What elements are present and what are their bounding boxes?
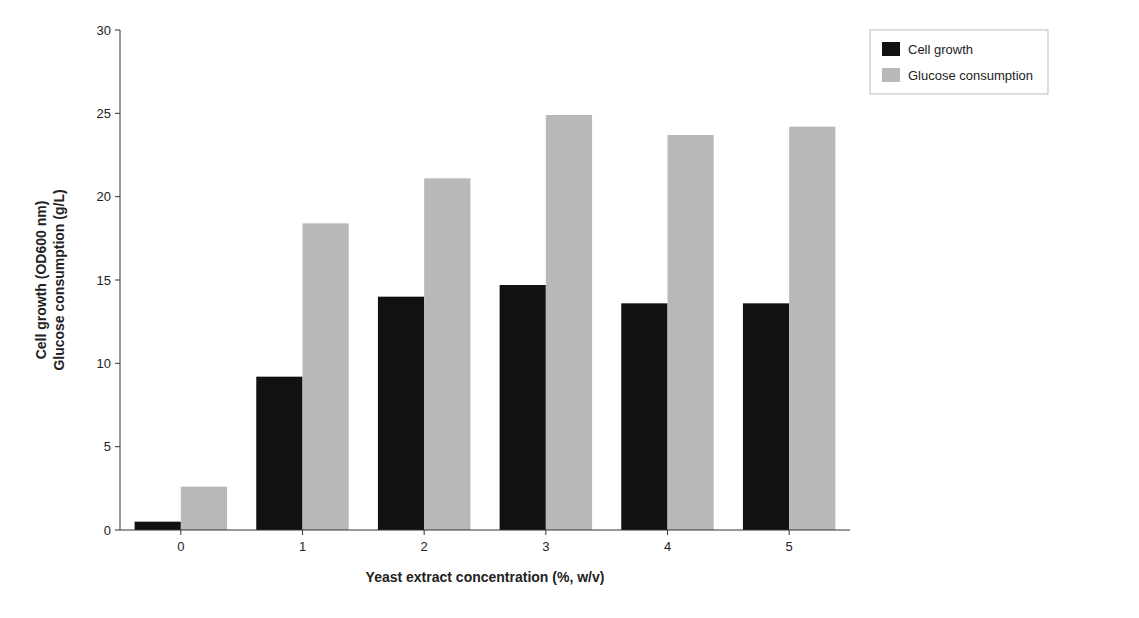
x-tick-label: 5 — [786, 539, 793, 554]
bar — [546, 115, 592, 530]
x-axis-label: Yeast extract concentration (%, w/v) — [366, 569, 605, 585]
y-tick-label: 20 — [97, 189, 111, 204]
x-tick-label: 1 — [299, 539, 306, 554]
legend: Cell growth Glucose consumption — [870, 30, 1048, 94]
bar — [424, 178, 470, 530]
y-axis-label-line: Glucose consumption (g/L) — [51, 189, 67, 370]
legend-label: Glucose consumption — [908, 68, 1033, 83]
bar — [668, 135, 714, 530]
x-axis-line — [120, 530, 850, 531]
y-tick — [115, 280, 120, 281]
y-tick — [115, 196, 120, 197]
bar — [743, 303, 789, 530]
bar — [621, 303, 667, 530]
y-tick — [115, 113, 120, 114]
x-tick-label: 4 — [664, 539, 671, 554]
x-tick — [424, 530, 425, 535]
axes: 0 5 10 15 20 25 30 0 1 2 3 4 5 — [97, 23, 850, 555]
y-axis-label: Cell growth (OD600 nm)Glucose consumptio… — [33, 189, 67, 370]
x-tick-label: 3 — [542, 539, 549, 554]
legend-swatch — [882, 42, 900, 56]
x-tick-label: 0 — [177, 539, 184, 554]
y-tick — [115, 30, 120, 31]
y-tick-label: 0 — [104, 523, 111, 538]
bar — [256, 377, 302, 530]
bars — [135, 115, 836, 530]
chart-container: 0 5 10 15 20 25 30 0 1 2 3 4 5 Yeast extract concentr… — [0, 0, 1139, 618]
y-tick-label: 5 — [104, 439, 111, 454]
legend-frame — [870, 30, 1048, 94]
y-tick — [115, 530, 120, 531]
x-tick — [180, 530, 181, 535]
y-tick-label: 30 — [97, 23, 111, 38]
y-tick-label: 10 — [97, 356, 111, 371]
bar — [181, 487, 227, 530]
y-tick — [115, 363, 120, 364]
legend-swatch — [882, 68, 900, 82]
x-tick — [545, 530, 546, 535]
y-tick — [115, 446, 120, 447]
chart-svg: 0 5 10 15 20 25 30 0 1 2 3 4 5 Yeast extract concentr… — [0, 0, 1139, 618]
y-tick-label: 15 — [97, 273, 111, 288]
bar — [135, 522, 181, 530]
x-tick — [667, 530, 668, 535]
bar — [303, 223, 349, 530]
legend-label: Cell growth — [908, 42, 973, 57]
bar — [500, 285, 546, 530]
bar — [378, 297, 424, 530]
y-tick-label: 25 — [97, 106, 111, 121]
x-tick — [302, 530, 303, 535]
bar — [789, 127, 835, 530]
x-tick-label: 2 — [421, 539, 428, 554]
y-axis-label-line: Cell growth (OD600 nm) — [33, 201, 49, 360]
x-tick — [789, 530, 790, 535]
